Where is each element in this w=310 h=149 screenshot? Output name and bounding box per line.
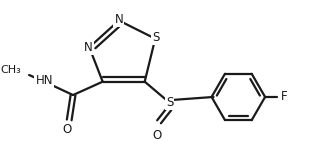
Text: N: N: [114, 13, 123, 26]
Text: CH₃: CH₃: [1, 65, 21, 75]
Text: HN: HN: [36, 74, 53, 87]
Text: O: O: [63, 123, 72, 136]
Text: O: O: [153, 129, 162, 142]
Text: N: N: [84, 41, 93, 54]
Text: S: S: [153, 31, 160, 44]
Text: F: F: [280, 90, 287, 103]
Text: S: S: [166, 96, 173, 109]
